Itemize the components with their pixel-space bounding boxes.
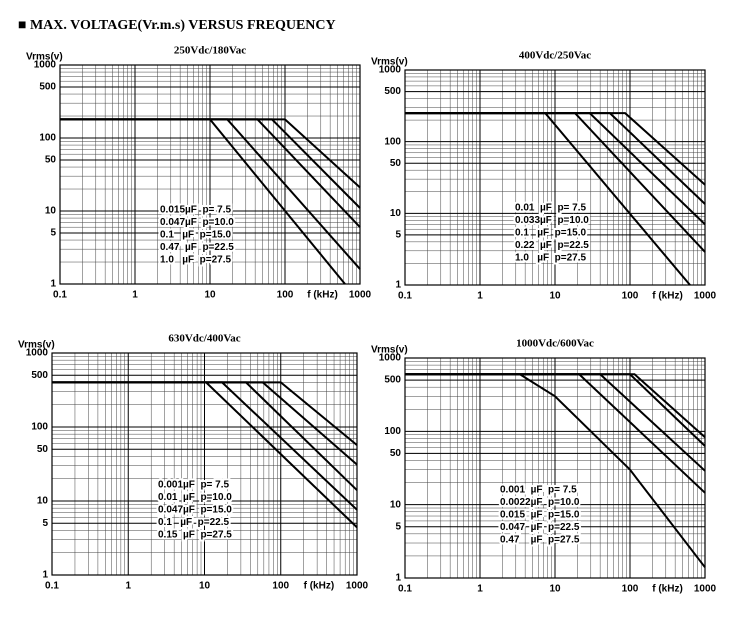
legend-label: 0.1 µF p=22.5 [158,517,230,528]
x-tick-label: 100 [622,584,639,595]
y-tick-label: 1 [395,280,401,291]
y-tick-label: 100 [39,133,56,144]
y-tick-label: 10 [45,206,57,217]
x-axis-label: f (kHz) [652,584,683,595]
legend-label: 0.1 µF p=15.0 [515,228,587,239]
y-tick-label: 5 [395,521,401,532]
x-tick-label: 0.1 [398,291,412,302]
series-line [405,112,691,286]
x-tick-label: 100 [272,581,289,592]
y-tick-label: 100 [31,422,48,433]
y-tick-label: 1000 [379,65,402,76]
x-axis-label: f (kHz) [304,581,335,592]
x-axis-label: f (kHz) [652,291,683,302]
legend-label: 0.0022µF p=10.0 [500,497,580,508]
series-line [52,381,358,529]
x-tick-label: 1000 [694,291,717,302]
y-tick-label: 1 [50,279,56,290]
legend-label: 0.15 µF p=27.5 [158,530,232,541]
x-tick-label: 1000 [694,584,717,595]
x-tick-label: 1000 [349,290,372,301]
plot-frame [404,357,706,579]
heading: ■ MAX. VOLTAGE(Vr.m.s) VERSUS FREQUENCY [18,18,336,33]
series-line [60,118,346,285]
y-tick-label: 500 [384,375,401,386]
y-tick-label: 50 [45,155,57,166]
legend-label: 0.047 µF p=22.5 [500,522,580,533]
y-axis-label: Vrms(v) [18,340,55,351]
y-axis-label: Vrms(v) [371,345,408,356]
y-tick-label: 1000 [379,353,402,364]
y-tick-label: 50 [390,448,402,459]
x-tick-label: 0.1 [53,290,67,301]
x-tick-label: 100 [277,290,294,301]
legend-label: 0.033µF p=10.0 [515,215,589,226]
legend-label: 0.01 µF p=10.0 [158,492,232,503]
chart-title: 630Vdc/400Vac [168,333,240,345]
legend-label: 0.1 µF p=15.0 [160,230,232,241]
legend-label: 0.015 µF p=15.0 [500,510,580,521]
y-tick-label: 5 [42,518,48,529]
chart-title: 250Vdc/180Vac [174,45,246,57]
y-tick-label: 10 [37,496,49,507]
y-tick-label: 500 [384,86,401,97]
x-tick-label: 0.1 [45,581,59,592]
x-tick-label: 0.1 [398,584,412,595]
legend-label: 0.047µF p=10.0 [160,217,234,228]
y-tick-label: 500 [39,82,56,93]
y-tick-label: 1000 [34,60,57,71]
y-tick-label: 100 [384,136,401,147]
y-tick-label: 50 [37,444,49,455]
x-tick-label: 10 [549,291,561,302]
legend-label: 0.001 µF p= 7.5 [500,485,577,496]
x-tick-label: 1 [477,584,483,595]
x-tick-label: 10 [199,581,211,592]
x-tick-label: 10 [549,584,561,595]
plot-frame [404,69,706,286]
x-tick-label: 1000 [346,581,369,592]
chart-title: 1000Vdc/600Vac [516,338,594,350]
y-axis-label: Vrms(v) [26,52,63,63]
legend-label: 0.22 µF p=22.5 [515,240,589,251]
y-tick-label: 1 [395,573,401,584]
y-tick-label: 500 [31,370,48,381]
y-tick-label: 50 [390,158,402,169]
legend-label: 1.0 µF p=27.5 [160,255,232,266]
y-tick-label: 10 [390,208,402,219]
legend-label: 0.47 µF p=27.5 [500,535,580,546]
x-axis-label: f (kHz) [307,290,338,301]
chart-title: 400Vdc/250Vac [519,50,591,62]
legend-label: 0.001µF p= 7.5 [158,480,230,491]
x-tick-label: 10 [204,290,216,301]
y-tick-label: 1 [42,570,48,581]
legend-label: 0.047µF p=15.0 [158,505,232,516]
y-tick-label: 10 [390,499,402,510]
plot-frame [59,64,361,285]
x-tick-label: 1 [477,291,483,302]
x-tick-label: 1 [132,290,138,301]
y-tick-label: 100 [384,426,401,437]
x-tick-label: 1 [125,581,131,592]
series-line [405,373,706,568]
y-tick-label: 5 [395,230,401,241]
y-tick-label: 5 [50,228,56,239]
legend-label: 0.01 µF p= 7.5 [515,203,587,214]
legend-label: 1.0 µF p=27.5 [515,253,587,264]
y-tick-label: 1000 [26,348,49,359]
y-axis-label: Vrms(v) [371,57,408,68]
x-tick-label: 100 [622,291,639,302]
legend-label: 0.015µF p= 7.5 [160,205,232,216]
legend-label: 0.47 µF p=22.5 [160,242,234,253]
